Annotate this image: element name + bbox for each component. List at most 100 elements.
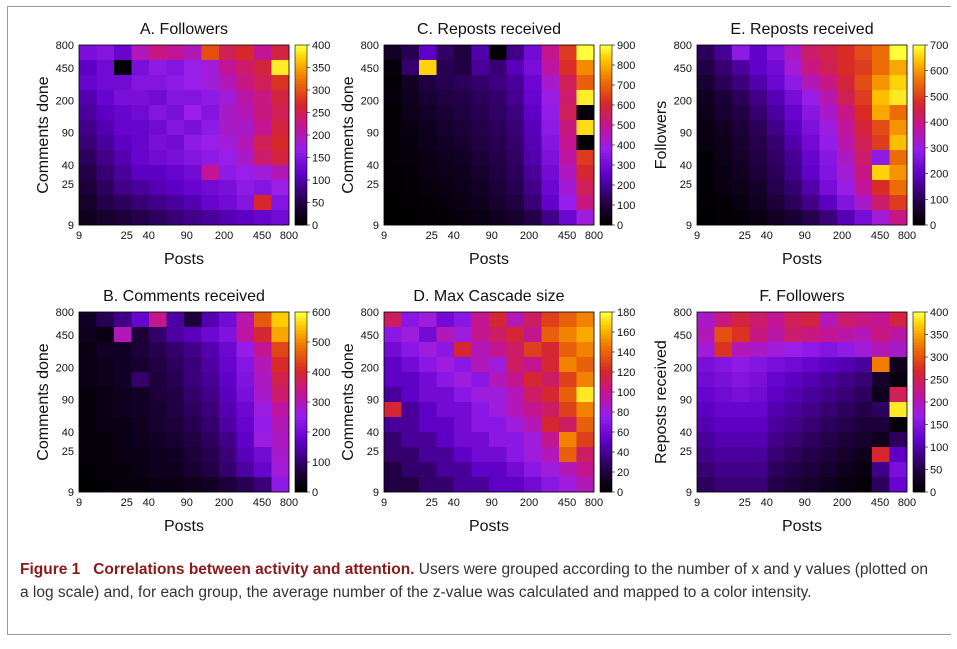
heatmap-cell [819,75,838,91]
heatmap-cell [96,150,115,166]
colorbar-tick-label: 0 [617,220,623,232]
heatmap-cell [254,165,272,181]
colorbar-segment [913,447,925,451]
heatmap-cell [732,342,750,358]
colorbar-segment [295,324,307,328]
colorbar-segment [600,72,612,76]
heatmap-cell [524,105,542,121]
heatmap-cell [219,312,237,328]
colorbar-segment [295,177,307,181]
colorbar-segment [913,339,925,343]
colorbar-segment [600,171,612,175]
heatmap-cell [541,150,560,166]
heatmap-cell [767,312,785,328]
panel-title: C. Reposts received [417,21,561,38]
colorbar-segment [600,210,612,214]
heatmap-cell [767,477,785,493]
heatmap-cell [471,342,490,358]
heatmap-cell [697,432,715,448]
colorbar-segment [913,369,925,373]
x-tick-label: 90 [486,497,498,509]
colorbar-segment [295,174,307,178]
heatmap-cell [271,150,290,166]
colorbar-segment [913,387,925,391]
heatmap-cell [524,210,542,226]
heatmap-cell [819,105,838,121]
heatmap-cell [114,327,132,343]
heatmap-cell [784,165,803,181]
heatmap-cell [131,75,150,91]
heatmap-cell [489,165,507,181]
heatmap-cell [784,105,803,121]
heatmap-cell [767,105,785,121]
heatmap-cell [201,327,220,343]
heatmap-cell [714,60,733,76]
heatmap-cell [819,387,838,403]
heatmap-cell [401,75,420,91]
y-tick-label: 25 [367,446,379,458]
heatmap-cell [114,135,132,151]
colorbar-tick-label: 350 [312,63,330,75]
heatmap-cell [767,342,785,358]
colorbar-segment [600,117,612,121]
colorbar-segment [295,111,307,115]
heatmap-cell [802,150,820,166]
heatmap-cell [236,210,255,226]
heatmap-cell [714,90,733,106]
heatmap-cell [271,60,290,76]
heatmap-cell [184,135,202,151]
heatmap-cell [454,150,472,166]
colorbar-segment [295,390,307,394]
colorbar-segment [295,72,307,76]
heatmap-cell [889,60,908,76]
heatmap-cell [79,135,97,151]
heatmap-cell [576,120,595,136]
colorbar-segment [295,417,307,421]
panel-title: A. Followers [140,21,228,38]
heatmap-cell [489,75,507,91]
heatmap-cell [541,165,560,181]
heatmap-cell [96,75,115,91]
heatmap-cell [802,75,820,91]
heatmap-cell [454,165,472,181]
heatmap-cell [802,180,820,196]
heatmap-cell [767,135,785,151]
heatmap-cell [114,417,132,433]
heatmap-cell [79,372,97,388]
colorbar-segment [295,402,307,406]
heatmap-cell [767,210,785,226]
heatmap-cell [854,417,873,433]
heatmap-cell [837,195,855,211]
heatmap-cell [506,150,525,166]
colorbar-segment [913,411,925,415]
heatmap-cell [254,90,272,106]
heatmap-cell [541,105,560,121]
colorbar-segment [295,363,307,367]
colorbar-segment [295,156,307,160]
colorbar-segment [913,459,925,463]
heatmap-cell [749,387,768,403]
colorbar-segment [913,153,925,157]
colorbar-segment [913,108,925,112]
heatmap-cell [697,45,715,61]
heatmap-cell [454,342,472,358]
heatmap-cell [767,75,785,91]
heatmap-cell [524,372,542,388]
heatmap-cell [131,195,150,211]
y-tick-label: 800 [56,40,74,52]
panel-title: B. Comments received [103,288,265,305]
heatmap-cell [79,210,97,226]
colorbar-segment [295,486,307,490]
heatmap-cell [732,312,750,328]
heatmap-cell [149,417,167,433]
heatmap-cell [837,105,855,121]
heatmap-cell [541,417,560,433]
colorbar-segment [295,375,307,379]
heatmap-cell [697,210,715,226]
heatmap-cell [96,180,115,196]
colorbar-segment [600,129,612,133]
colorbar-tick-label: 50 [312,198,324,210]
heatmap-cell [732,90,750,106]
heatmap-cell [559,135,577,151]
